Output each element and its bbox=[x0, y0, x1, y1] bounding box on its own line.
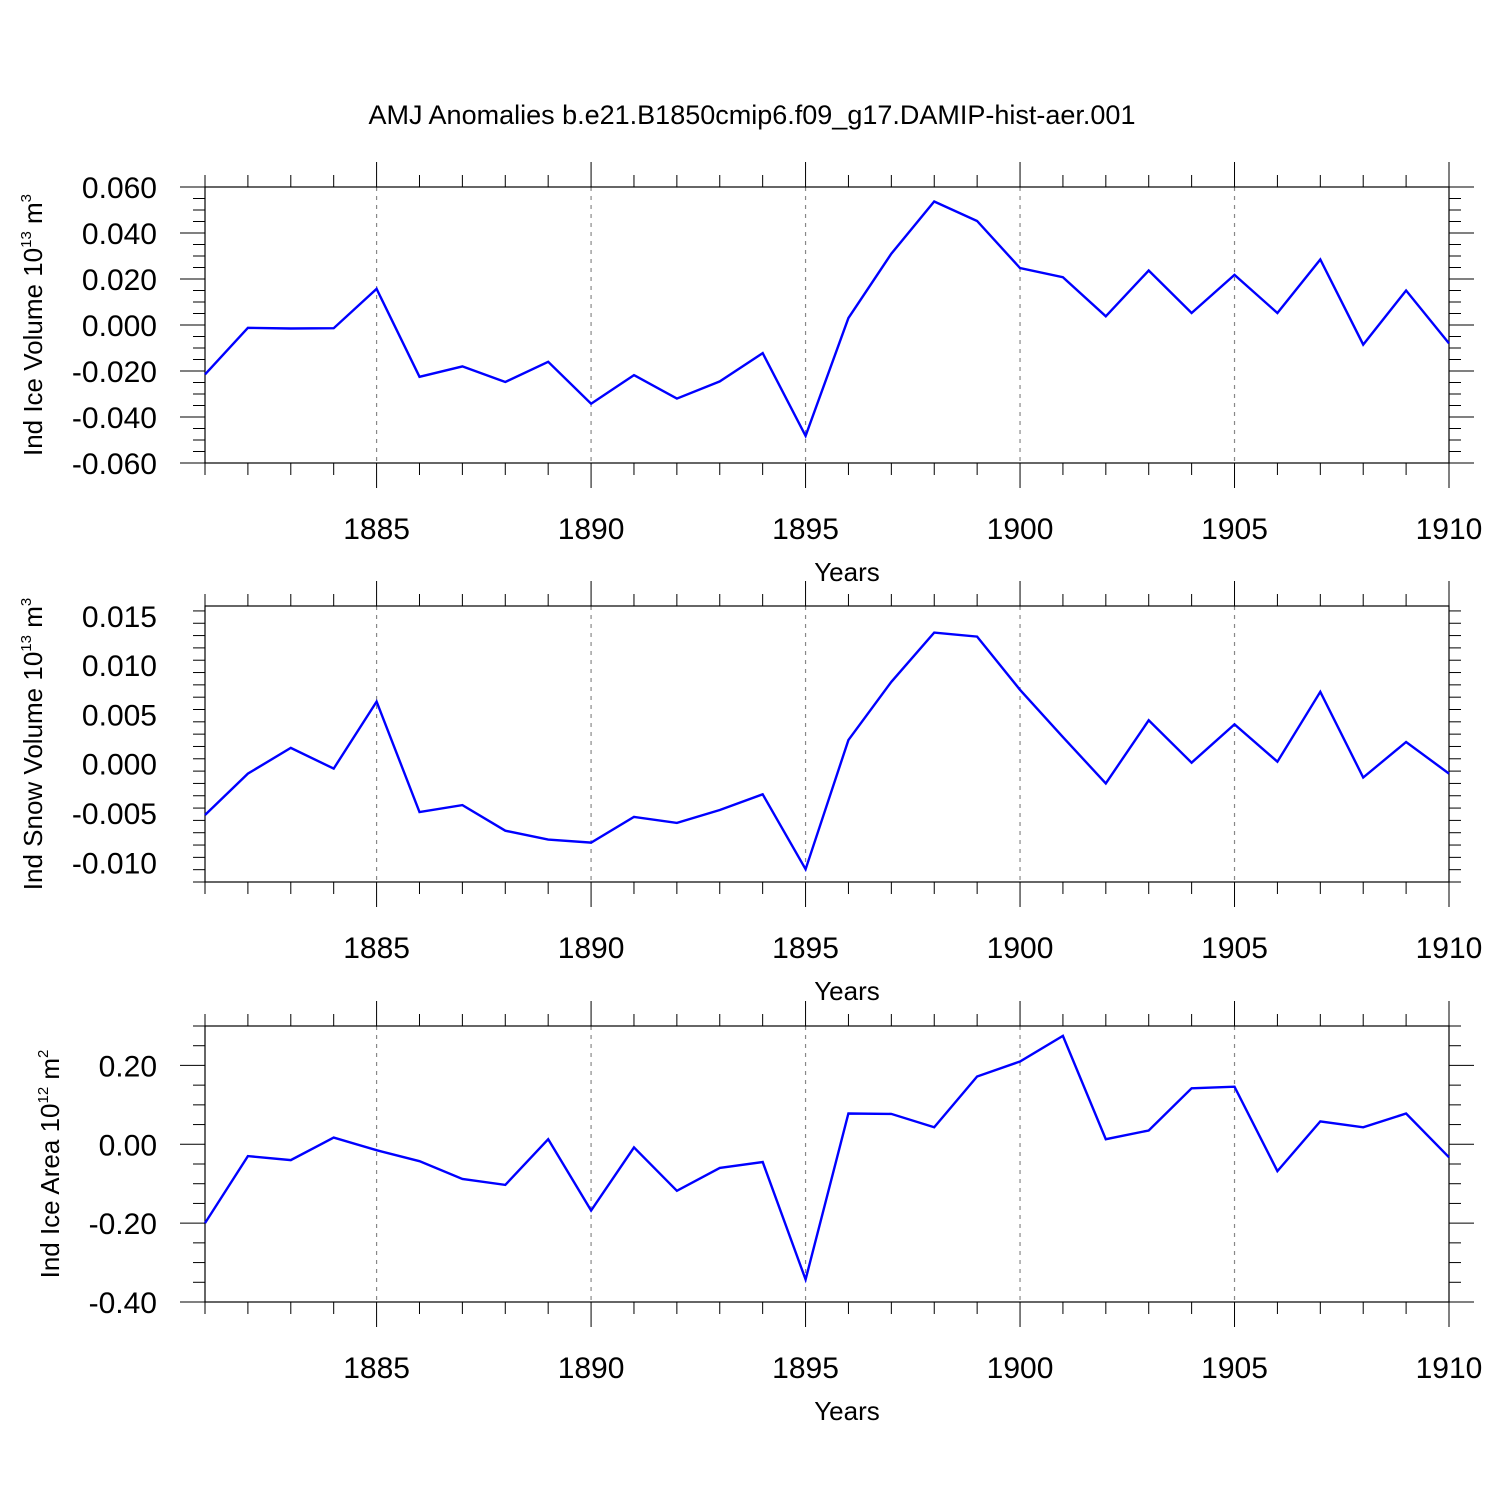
x-tick-label: 1905 bbox=[1201, 1352, 1268, 1385]
x-tick-label: 1910 bbox=[1416, 1352, 1483, 1385]
y-tick-label: 0.000 bbox=[82, 749, 157, 782]
x-axis-label: Years bbox=[814, 557, 880, 587]
y-tick-label: 0.005 bbox=[82, 699, 157, 732]
y-tick-label: -0.060 bbox=[72, 448, 157, 481]
x-tick-label: 1895 bbox=[772, 513, 839, 546]
x-tick-label: 1900 bbox=[987, 932, 1054, 965]
series-line bbox=[204, 631, 1450, 873]
y-tick-label: 0.020 bbox=[82, 264, 157, 297]
x-axis-label: Years bbox=[814, 1396, 880, 1426]
y-tick-label: 0.00 bbox=[99, 1129, 157, 1162]
x-tick-label: 1890 bbox=[558, 1352, 625, 1385]
panel-ice-area: 1885 1890 1895 1900 1905 1910 -0.40 -0.20 0.00 0.… bbox=[35, 1001, 1482, 1426]
y-tick-label: 0.015 bbox=[82, 601, 157, 634]
x-axis-label: Years bbox=[814, 976, 880, 1006]
panel-snow-volume: 1885 1890 1895 1900 1905 1910 -0.010 -0.005 0.00… bbox=[18, 581, 1482, 1006]
y-tick-label: 0.010 bbox=[82, 650, 157, 683]
y-tick-label: 0.040 bbox=[82, 218, 157, 251]
y-tick-label: -0.20 bbox=[89, 1208, 157, 1241]
x-tick-label: 1890 bbox=[558, 932, 625, 965]
x-tick-label: 1895 bbox=[772, 932, 839, 965]
figure-title: AMJ Anomalies b.e21.B1850cmip6.f09_g17.D… bbox=[369, 100, 1136, 130]
panel-ice-volume: 1885 1890 1895 1900 1905 1910 -0.060 -0.040 -0.0… bbox=[18, 162, 1482, 587]
x-tick-label: 1885 bbox=[343, 513, 410, 546]
y-tick-label: -0.020 bbox=[72, 356, 157, 389]
series-line bbox=[203, 1034, 1450, 1284]
y-tick-label: 0.20 bbox=[99, 1050, 157, 1083]
plot-frame bbox=[204, 186, 1450, 464]
x-tick-label: 1905 bbox=[1201, 932, 1268, 965]
x-tick-label: 1900 bbox=[987, 1352, 1054, 1385]
x-tick-label: 1885 bbox=[343, 1352, 410, 1385]
x-tick-label: 1885 bbox=[343, 932, 410, 965]
y-axis-label: Ind Snow Volume 1013 m3 bbox=[18, 598, 48, 890]
series-line bbox=[204, 200, 1450, 439]
y-tick-label: -0.040 bbox=[72, 402, 157, 435]
y-tick-label: -0.005 bbox=[72, 798, 157, 831]
y-tick-label: -0.40 bbox=[89, 1287, 157, 1320]
plot-frame bbox=[204, 605, 1450, 883]
plot-frame bbox=[204, 1025, 1450, 1303]
y-tick-label: -0.010 bbox=[72, 847, 157, 880]
y-axis-label: Ind Ice Volume 1013 m3 bbox=[18, 194, 48, 456]
y-axis-label: Ind Ice Area 1012 m2 bbox=[35, 1050, 65, 1279]
y-tick-label: 0.060 bbox=[82, 172, 157, 205]
x-tick-label: 1910 bbox=[1416, 932, 1483, 965]
x-tick-label: 1900 bbox=[987, 513, 1054, 546]
x-tick-label: 1890 bbox=[558, 513, 625, 546]
x-tick-label: 1910 bbox=[1416, 513, 1483, 546]
x-tick-label: 1905 bbox=[1201, 513, 1268, 546]
y-tick-label: 0.000 bbox=[82, 310, 157, 343]
x-tick-label: 1895 bbox=[772, 1352, 839, 1385]
